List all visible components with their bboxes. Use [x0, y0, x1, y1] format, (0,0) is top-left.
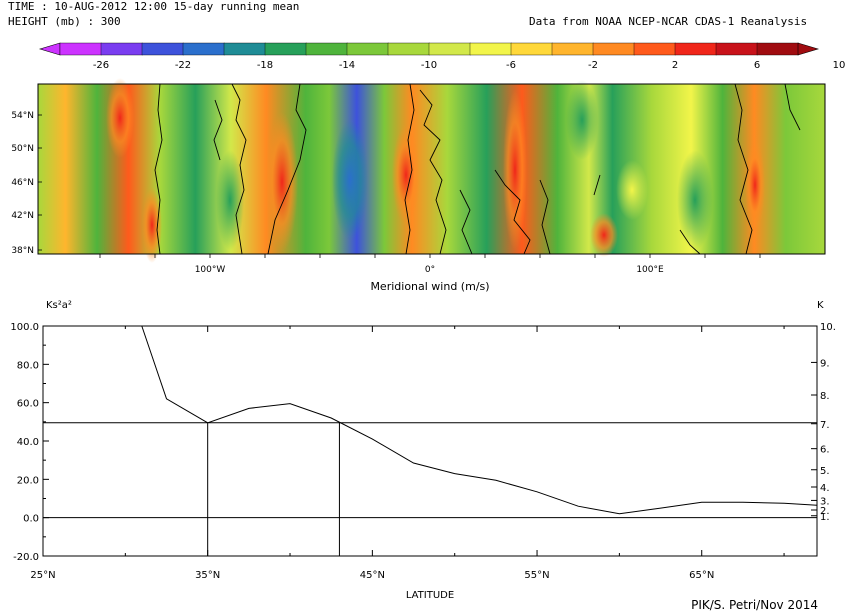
y-tick-label: 0.0 — [23, 514, 39, 525]
colorbar-swatch — [510, 42, 553, 56]
anomaly-blob — [616, 160, 648, 220]
latitude-tick-label: 46°N — [11, 178, 34, 188]
y-tick-label: -20.0 — [13, 552, 39, 563]
right-tick-label: 10. — [820, 322, 836, 333]
map-x-axis-label: Meridional wind (m/s) — [370, 280, 489, 293]
latitude-tick-label: 38°N — [11, 246, 34, 256]
colorbar-swatch — [264, 42, 307, 56]
colorbar-swatch — [182, 42, 225, 56]
latitude-tick-label: 50°N — [11, 144, 34, 154]
colorbar-tick-label: 10 — [833, 60, 846, 71]
colorbar-swatch — [551, 42, 594, 56]
colorbar-swatch — [428, 42, 471, 56]
x-tick-label: 35°N — [195, 570, 220, 581]
anomaly-blob — [106, 78, 134, 158]
y-tick-label: 20.0 — [17, 475, 39, 486]
map-labels: 54°N 50°N 46°N 42°N 38°N 100°W 0° 100°E — [11, 111, 761, 275]
colorbar-swatch — [633, 42, 676, 56]
time-label: TIME : 10-AUG-2012 12:00 15-day running … — [8, 0, 300, 13]
right-tick-label: 3. — [820, 496, 830, 507]
colorbar-tick-label: -10 — [421, 60, 437, 71]
right-axis-title: K — [817, 300, 824, 311]
anomaly-blob — [332, 120, 368, 240]
colorbar-swatch — [592, 42, 635, 56]
colorbar-swatch — [305, 42, 348, 56]
x-axis-title: LATITUDE — [406, 590, 454, 601]
right-tick-label: 8. — [820, 391, 830, 402]
colorbar-tick-label: -18 — [257, 60, 273, 71]
plot-frame — [42, 325, 818, 557]
anomaly-blob — [677, 150, 713, 250]
colorbar-swatch — [715, 42, 758, 56]
anomaly-blob — [142, 187, 162, 263]
colorbar-left-arrow — [38, 42, 61, 56]
colorbar-tick-label: 2 — [672, 60, 678, 71]
anomaly-blob — [503, 90, 527, 250]
anomaly-blob — [590, 213, 618, 257]
credit-label: PIK/S. Petri/Nov 2014 — [691, 598, 818, 612]
x-tick-label: 25°N — [30, 570, 55, 581]
right-tick-label: 9. — [820, 358, 830, 369]
height-label: HEIGHT (mb) : 300 — [8, 15, 121, 28]
anomaly-blob — [392, 125, 420, 225]
colorbar-swatch — [59, 42, 102, 56]
right-tick-label: 7. — [820, 420, 830, 431]
right-tick-label: 6. — [820, 445, 830, 456]
colorbar-tick-label: -2 — [588, 60, 598, 71]
colorbar-swatch — [141, 42, 184, 56]
map-frame — [37, 83, 826, 255]
y-tick-label: 60.0 — [17, 399, 39, 410]
latitude-tick-label: 54°N — [11, 111, 34, 121]
colorbar-swatch — [100, 42, 143, 56]
ks-line-chart: 100.0 80.0 60.0 40.0 20.0 0.0 -20.0 25°N 35°N 45°… — [10, 300, 836, 601]
data-source-label: Data from NOAA NCEP-NCAR CDAS-1 Reanalys… — [529, 15, 808, 28]
y-tick-label: 80.0 — [17, 360, 39, 371]
x-tick-label: 65°N — [689, 570, 714, 581]
colorbar-right-arrow — [797, 42, 820, 56]
colorbar: -26-22-18-14-10-6-226101418 — [38, 42, 846, 71]
colorbar-swatch — [674, 42, 717, 56]
longitude-tick-label: 0° — [425, 265, 435, 275]
right-tick-label: 4. — [820, 483, 830, 494]
anomaly-blob — [566, 80, 598, 160]
anomaly-blob — [266, 112, 298, 252]
coastlines — [154, 83, 801, 255]
right-tick-label: 1. — [820, 512, 830, 523]
longitude-tick-label: 100°E — [636, 265, 664, 275]
x-tick-label: 45°N — [360, 570, 385, 581]
colorbar-tick-label: -14 — [339, 60, 355, 71]
anomaly-blob — [745, 140, 765, 230]
colorbar-tick-label: -22 — [175, 60, 191, 71]
series-line — [141, 325, 818, 515]
colorbar-swatch — [346, 42, 389, 56]
anomaly-blob — [216, 150, 244, 250]
colorbar-tick-label: -26 — [93, 60, 109, 71]
colorbar-tick-label: -6 — [506, 60, 516, 71]
colorbar-swatch — [469, 42, 512, 56]
left-axis-title: Ks²a² — [46, 300, 72, 311]
y-tick-label: 40.0 — [17, 437, 39, 448]
colorbar-swatch — [387, 42, 430, 56]
colorbar-swatch — [756, 42, 799, 56]
colorbar-swatch — [223, 42, 266, 56]
colorbar-tick-label: 6 — [754, 60, 760, 71]
right-tick-label: 2. — [820, 506, 830, 517]
x-tick-label: 55°N — [524, 570, 549, 581]
y-tick-label: 100.0 — [10, 322, 39, 333]
right-tick-label: 5. — [820, 466, 830, 477]
wind-map: 54°N 50°N 46°N 42°N 38°N 100°W 0° 100°E Meridio… — [11, 78, 826, 293]
longitude-tick-label: 100°W — [195, 265, 226, 275]
latitude-tick-label: 42°N — [11, 211, 34, 221]
